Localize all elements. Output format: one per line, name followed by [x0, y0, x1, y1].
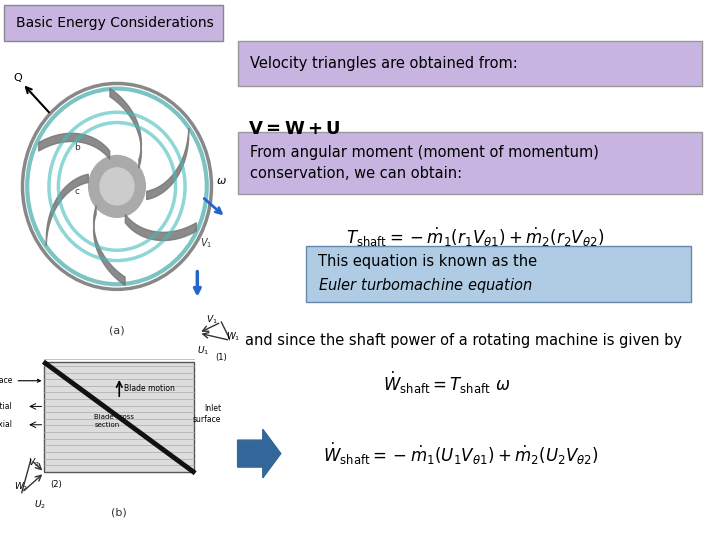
Text: c: c: [75, 187, 80, 196]
Bar: [45, 362, 194, 472]
Text: Tangential: Tangential: [0, 402, 13, 411]
Text: Exit surface: Exit surface: [0, 376, 40, 385]
Text: $\omega$: $\omega$: [215, 176, 226, 186]
Text: Basic Energy Considerations: Basic Energy Considerations: [16, 16, 214, 30]
Polygon shape: [238, 429, 281, 478]
Text: d: d: [125, 187, 131, 196]
Text: (b): (b): [112, 508, 127, 518]
Text: $T_{\mathrm{shaft}} = -\dot{m}_1(r_1 V_{\theta 1}) + \dot{m}_2(r_2 V_{\theta 2}): $T_{\mathrm{shaft}} = -\dot{m}_1(r_1 V_{…: [346, 226, 604, 249]
Text: Blade motion: Blade motion: [124, 383, 175, 393]
Text: (a): (a): [109, 326, 125, 335]
Text: $W_2$: $W_2$: [14, 481, 29, 494]
Text: Axial: Axial: [0, 420, 13, 429]
Text: $W_1$: $W_1$: [226, 330, 240, 343]
Text: (1): (1): [215, 353, 228, 362]
Circle shape: [100, 168, 134, 205]
Text: Q: Q: [14, 73, 22, 83]
Text: $V_1$: $V_1$: [200, 236, 212, 250]
Text: Blade cross
section: Blade cross section: [94, 414, 135, 428]
Text: $V_1$: $V_1$: [207, 313, 218, 326]
FancyBboxPatch shape: [306, 246, 691, 302]
Text: and since the shaft power of a rotating machine is given by: and since the shaft power of a rotating …: [245, 333, 682, 348]
Text: (2): (2): [50, 480, 62, 489]
FancyBboxPatch shape: [4, 5, 223, 40]
FancyBboxPatch shape: [238, 40, 702, 86]
Circle shape: [89, 156, 145, 217]
Text: From angular moment (moment of momentum)
conservation, we can obtain:: From angular moment (moment of momentum)…: [250, 145, 599, 181]
Text: b: b: [74, 143, 80, 152]
Text: Velocity triangles are obtained from:: Velocity triangles are obtained from:: [250, 56, 518, 71]
FancyBboxPatch shape: [238, 132, 702, 194]
Text: This equation is known as the
$\mathit{Euler\ turbomachine\ equation}$: This equation is known as the $\mathit{E…: [318, 254, 537, 294]
Text: $U_1$: $U_1$: [197, 344, 210, 356]
Text: Inlet
surface: Inlet surface: [193, 404, 221, 424]
Text: $\mathbf{V = W + U}$: $\mathbf{V = W + U}$: [248, 119, 341, 138]
Text: $\dot{W}_{\mathrm{shaft}} = -\dot{m}_1(U_1 V_{\theta 1}) + \dot{m}_2(U_2 V_{\the: $\dot{W}_{\mathrm{shaft}} = -\dot{m}_1(U…: [323, 441, 598, 467]
Text: $V_2$: $V_2$: [28, 456, 40, 469]
Text: $\dot{W}_{\mathrm{shaft}} = T_{\mathrm{shaft}}\ \omega$: $\dot{W}_{\mathrm{shaft}} = T_{\mathrm{s…: [383, 370, 510, 396]
Text: $U_2$: $U_2$: [34, 498, 46, 511]
